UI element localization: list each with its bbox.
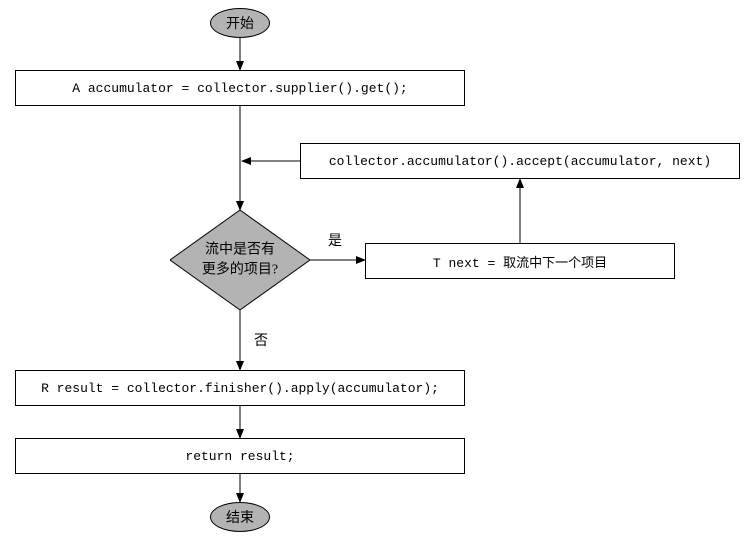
end-label: 结束 [226, 507, 254, 527]
return-node: return result; [15, 438, 465, 474]
finisher-node: R result = collector.finisher().apply(ac… [15, 370, 465, 406]
end-node: 结束 [210, 502, 270, 532]
finisher-label: R result = collector.finisher().apply(ac… [41, 381, 439, 396]
decision-label: 流中是否有 更多的项目? [170, 240, 310, 279]
supplier-label: A accumulator = collector.supplier().get… [72, 81, 407, 96]
accept-label: collector.accumulator().accept(accumulat… [329, 154, 711, 169]
next-label-code: T next = [433, 256, 503, 271]
decision-label-line2: 更多的项目? [202, 262, 278, 277]
supplier-node: A accumulator = collector.supplier().get… [15, 70, 465, 106]
decision-node: 流中是否有 更多的项目? [170, 210, 310, 310]
next-label-cjk: 取流中下一个项目 [503, 255, 607, 270]
next-node: T next = 取流中下一个项目 [365, 243, 675, 279]
start-node: 开始 [210, 8, 270, 38]
return-label: return result; [185, 449, 294, 464]
decision-label-line1: 流中是否有 [205, 242, 275, 257]
edge-label-yes: 是 [326, 230, 344, 250]
next-label: T next = 取流中下一个项目 [433, 252, 607, 271]
accept-node: collector.accumulator().accept(accumulat… [300, 143, 740, 179]
start-label: 开始 [226, 13, 254, 33]
edge-label-no: 否 [252, 330, 270, 350]
